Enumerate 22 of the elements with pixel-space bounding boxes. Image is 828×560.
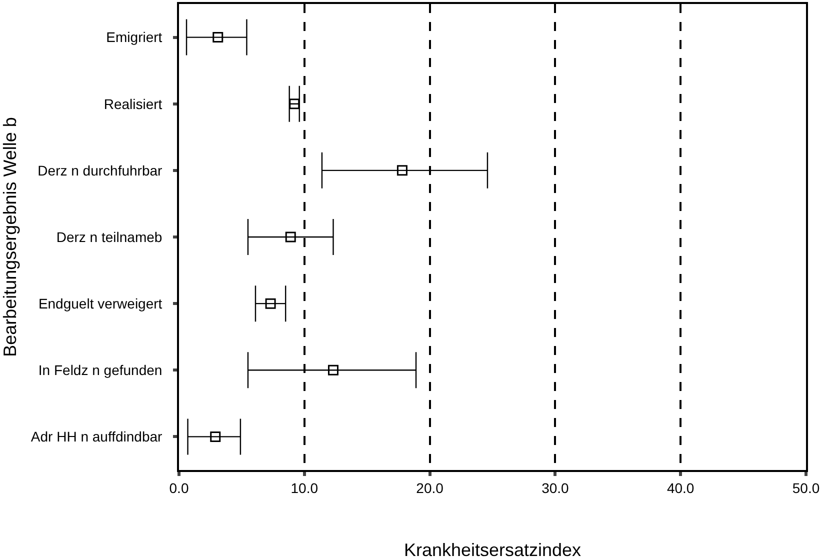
y-tick-label: Derz n durchfuhrbar xyxy=(38,162,163,178)
x-tick-label: 10.0 xyxy=(290,480,318,496)
y-tick-label: Derz n teilnameb xyxy=(56,228,162,245)
y-tick-label: Emigriert xyxy=(106,29,162,46)
x-tick-label: 50.0 xyxy=(792,480,820,496)
point xyxy=(328,364,338,376)
x-axis-title: Krankheitsersatzindex xyxy=(404,540,582,560)
x-tick-label: 20.0 xyxy=(416,480,444,496)
point xyxy=(396,165,408,176)
point xyxy=(212,32,224,43)
y-tick-label: Endguelt verweigert xyxy=(38,295,162,312)
point xyxy=(210,431,221,442)
x-tick-label: 0.0 xyxy=(169,480,189,496)
point xyxy=(285,232,296,242)
y-tick-label: Adr HH n auffdindbar xyxy=(30,428,163,445)
y-axis-title: Bearbeitungsergebnis Welle b xyxy=(0,117,20,357)
point xyxy=(265,298,276,309)
y-tick-label: In Feldz n gefunden xyxy=(38,362,162,378)
x-tick-label: 30.0 xyxy=(542,480,570,496)
x-tick-label: 40.0 xyxy=(666,480,694,496)
y-tick-label: Realisiert xyxy=(104,96,162,112)
point xyxy=(289,98,300,110)
